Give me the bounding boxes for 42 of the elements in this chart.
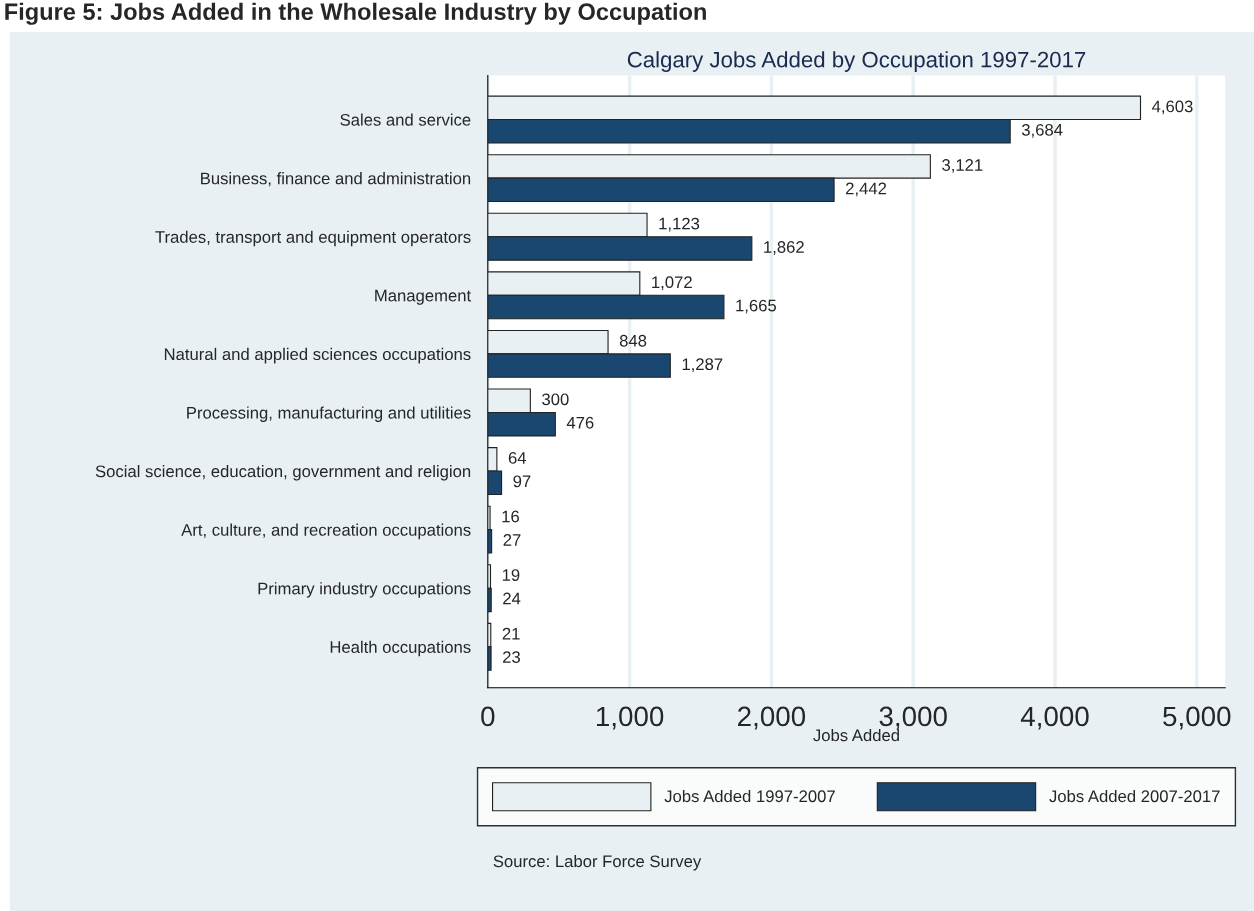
- y-tick-label: Art, culture, and recreation occupations: [181, 523, 471, 540]
- data-label: 23: [503, 651, 520, 663]
- source-note: Source: Labor Force Survey: [493, 854, 702, 871]
- y-tick-label: Management: [375, 289, 472, 305]
- data-label: 1,123: [659, 217, 700, 232]
- text: Jobs Added 1997-2007: [664, 789, 835, 803]
- data-label: 1,072: [652, 276, 692, 291]
- data-label: 64: [508, 452, 527, 464]
- y-tick-label: Health occupations: [330, 640, 471, 657]
- y-tick-label: Trades, transport and equipment operators: [155, 230, 471, 247]
- chart-subtitle: Calgary Jobs Added by Occupation 1997-2017: [627, 51, 1086, 72]
- y-tick-label: Sales and service: [340, 113, 471, 126]
- data-label: 300: [542, 393, 569, 406]
- data-label: 3,121: [942, 159, 983, 173]
- data-label: 1,287: [682, 358, 723, 373]
- data-label: 97: [513, 475, 531, 488]
- data-label: 2,442: [846, 182, 887, 197]
- data-label: 16: [502, 510, 519, 523]
- data-label: 24: [503, 592, 521, 605]
- x-tick-label: 3,000: [879, 706, 947, 730]
- y-tick-label: Business, finance and administration: [201, 172, 471, 187]
- x-tick-label: 4,000: [1020, 706, 1089, 730]
- data-label: 27: [503, 534, 521, 546]
- data-label: 19: [502, 569, 520, 581]
- data-label: 3,684: [1021, 123, 1063, 138]
- data-label: 848: [619, 334, 647, 347]
- data-label: 476: [566, 416, 594, 429]
- x-tick-label: 0: [481, 706, 495, 727]
- data-label: 21: [502, 627, 520, 640]
- data-label: 1,665: [736, 299, 777, 314]
- x-tick-label: 2,000: [738, 706, 806, 730]
- y-tick-label: Natural and applied sciences occupations: [164, 347, 471, 364]
- text: Jobs Added 2007-2017: [1049, 789, 1220, 803]
- y-tick-label: Social science, education, government and religion: [95, 465, 471, 481]
- x-axis-title: Jobs Added: [813, 728, 899, 742]
- data-label: 4,603: [1152, 100, 1193, 115]
- x-tick-label: 1,000: [596, 706, 664, 730]
- y-tick-label: Primary industry occupations: [258, 582, 471, 598]
- x-tick-label: 5,000: [1163, 706, 1231, 730]
- y-tick-label: Processing, manufacturing and utilities: [187, 406, 471, 422]
- data-label: 1,862: [764, 241, 804, 255]
- chart-title: Figure 5: Jobs Added in the Wholesale Industry by Occupation: [5, 2, 706, 25]
